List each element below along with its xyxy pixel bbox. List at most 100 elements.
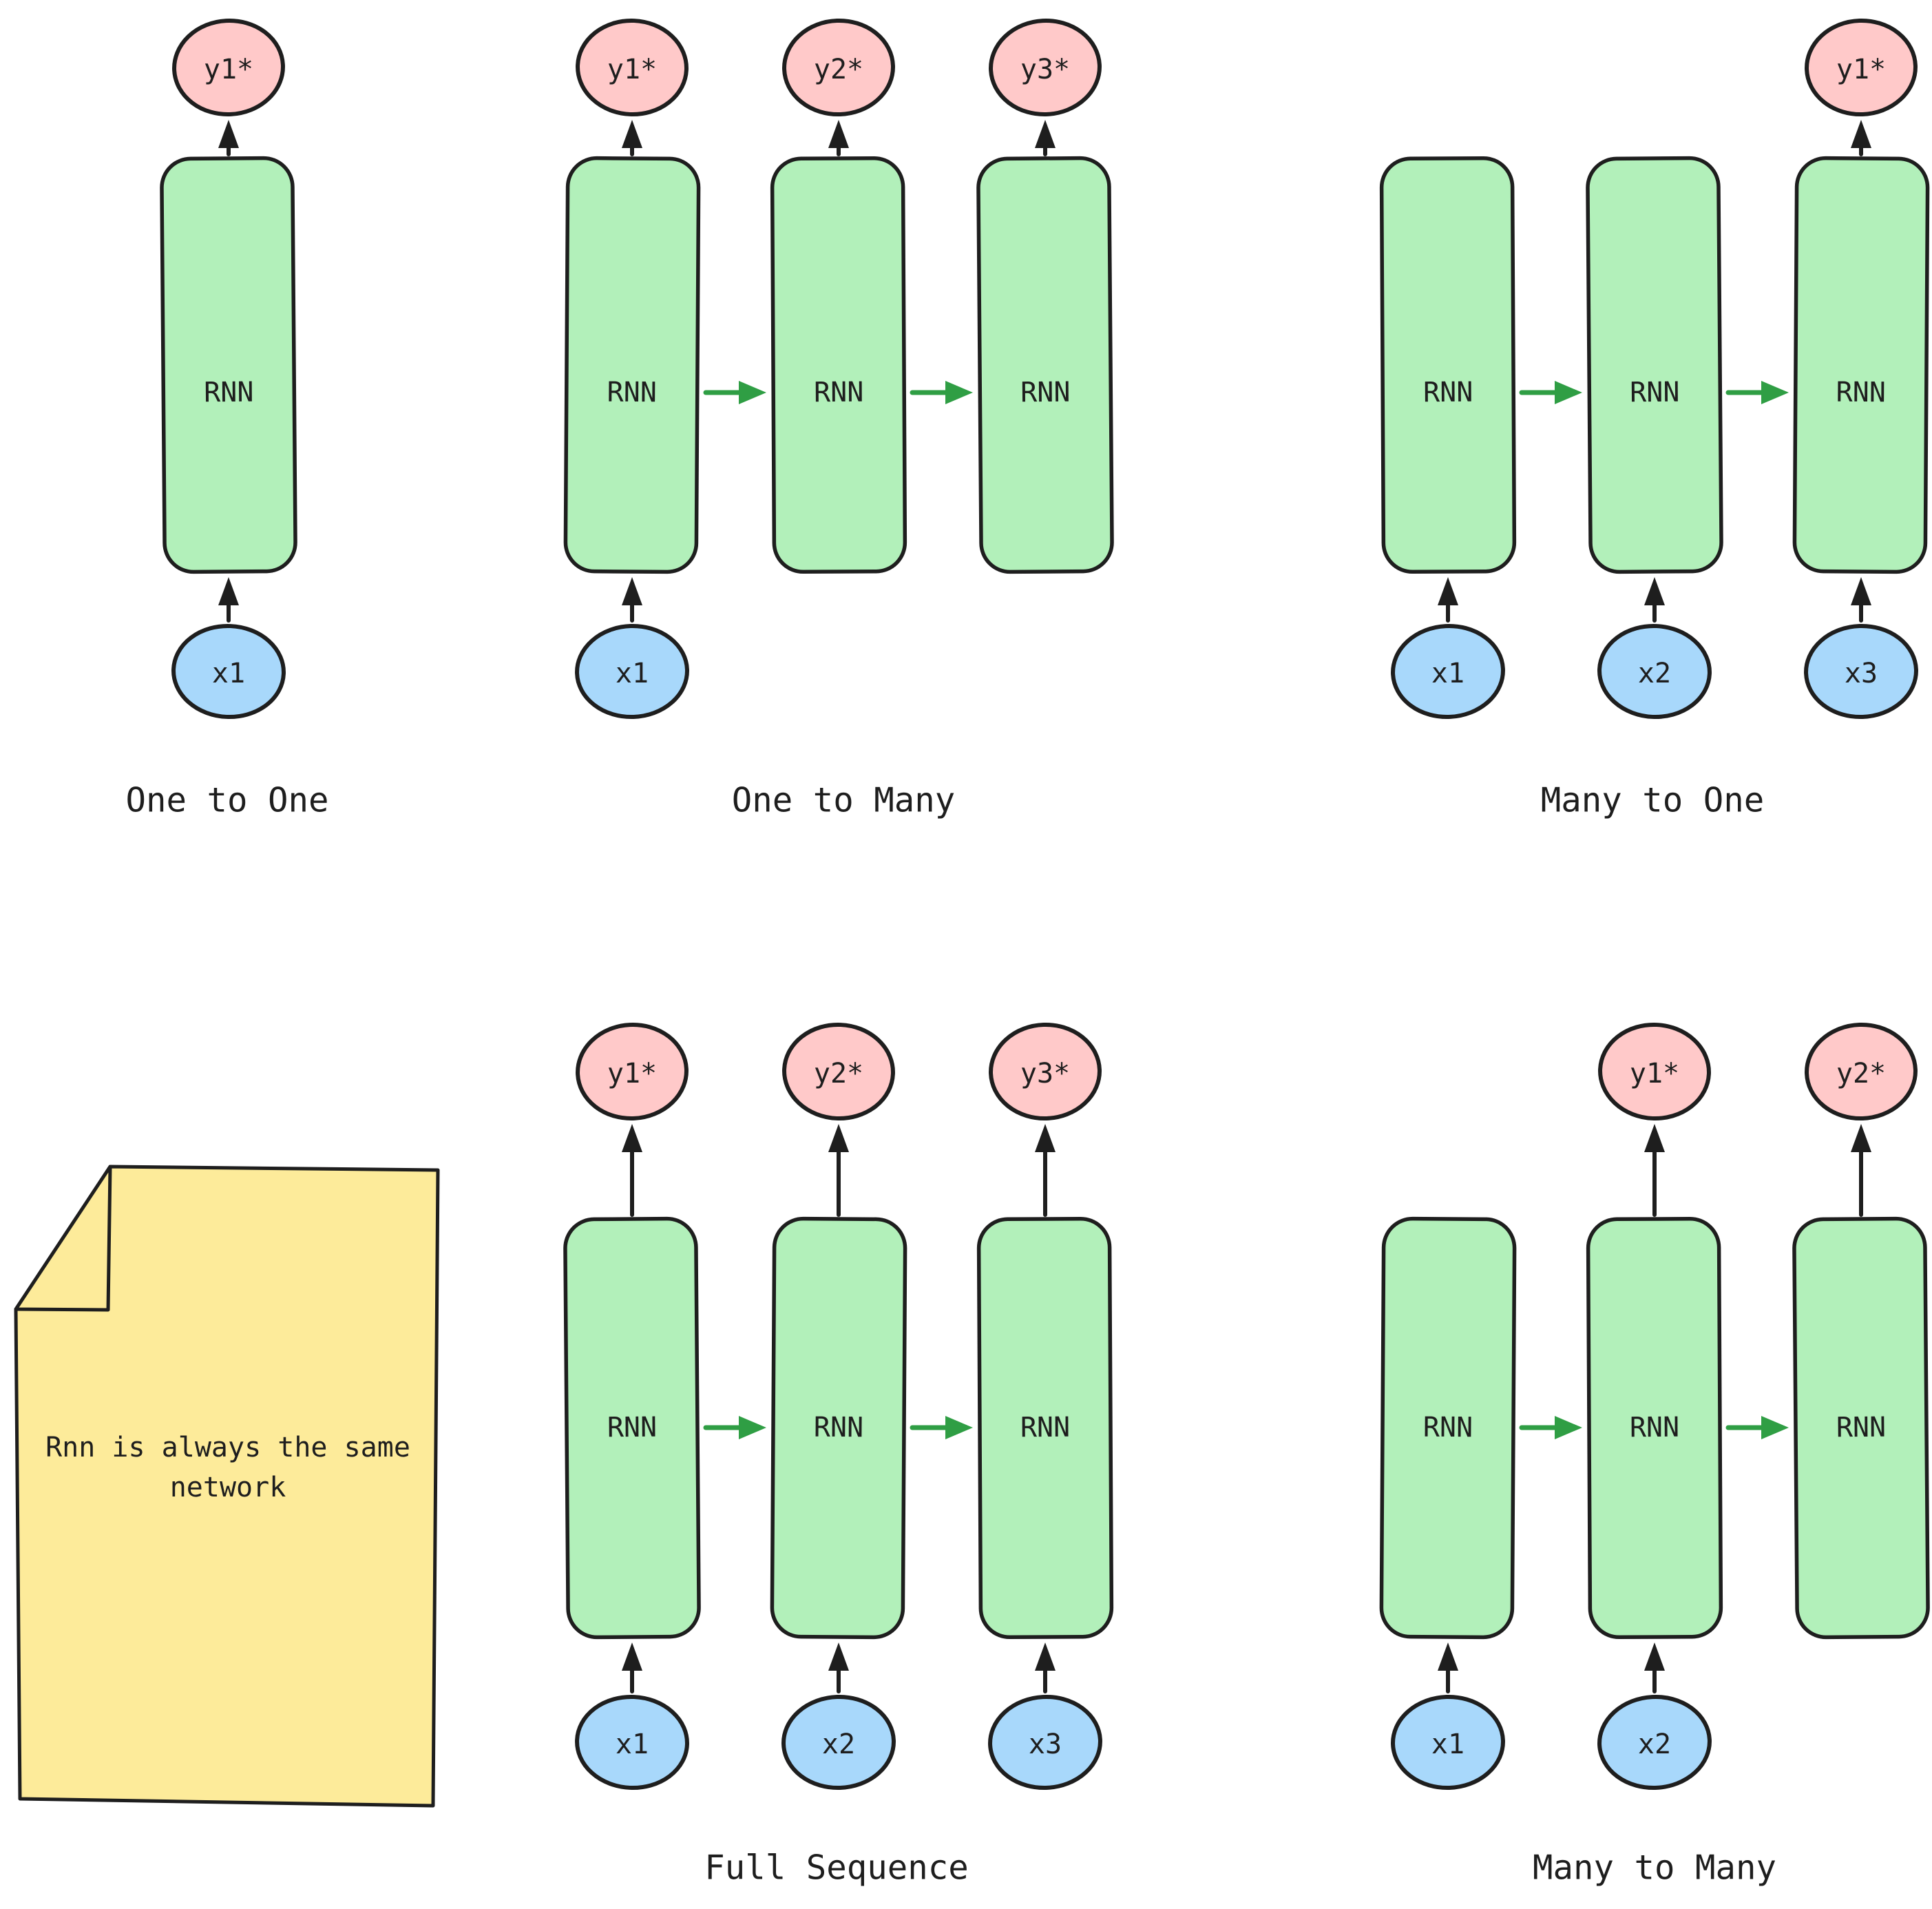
rnn-box-label: RNN [1836,1412,1887,1444]
sticky-note-fold [14,1165,112,1312]
output-node-label: y1* [607,54,657,85]
rnn-box: RNN [976,1216,1114,1640]
output-node-label: y1* [204,54,253,85]
rnn-box-label: RNN [814,1412,864,1443]
rnn-box-label: RNN [1630,377,1680,409]
output-arrow [828,1124,849,1217]
input-arrow [1644,577,1665,623]
input-node-label: x1 [616,658,649,689]
flow-arrow [1725,1416,1789,1439]
rnn-box: RNN [976,156,1114,574]
input-node: x3 [1804,623,1918,720]
section-label: Full Sequence [704,1848,969,1888]
output-arrow [622,120,642,156]
rnn-box-label: RNN [204,377,254,409]
input-arrow [1644,1642,1665,1693]
output-node: y2* [782,1022,895,1121]
output-node: y2* [782,18,895,117]
input-node: x1 [575,1694,689,1791]
section-one-to-many: RNN RNN RNN y1* y2* y3* x1 One to Many [563,18,1114,820]
input-node: x2 [1597,1694,1712,1791]
input-node-label: x3 [1029,1729,1062,1760]
output-arrow [1851,120,1871,156]
input-arrow [1035,1642,1056,1693]
output-node-label: y1* [607,1058,657,1089]
section-label: Many to Many [1533,1848,1776,1888]
output-arrow [622,1124,642,1217]
flow-arrow [910,381,973,404]
sticky-note-text-line: Rnn is always the same [45,1432,410,1463]
rnn-box-label: RNN [1020,377,1071,409]
rnn-box: RNN [563,156,701,574]
input-node: x1 [171,623,286,720]
rnn-box-label: RNN [1836,377,1886,408]
flow-arrow [1519,381,1582,404]
rnn-box: RNN [1792,1216,1930,1640]
output-node: y1* [172,18,285,117]
input-node-label: x2 [1638,1729,1671,1760]
rnn-box-label: RNN [1423,377,1473,408]
section-label: Many to One [1541,781,1765,820]
output-arrow [218,120,239,156]
rnn-box: RNN [1379,1216,1517,1640]
output-node-label: y1* [1630,1058,1679,1089]
input-arrow [218,577,239,623]
input-arrow [622,1642,642,1693]
rnn-box-label: RNN [607,377,657,408]
output-arrow [1644,1124,1665,1217]
output-arrow [828,120,849,156]
sticky-note: Rnn is always the same network [14,1165,440,1808]
sticky-note-text-line: network [170,1472,286,1503]
output-node: y1* [576,1022,689,1121]
output-node-label: y2* [814,54,863,85]
output-node: y1* [1598,1022,1711,1121]
rnn-box: RNN [770,1216,907,1640]
input-node-label: x1 [1431,658,1464,689]
input-arrow [1851,577,1871,623]
rnn-box: RNN [770,156,907,574]
output-node-label: y1* [1836,54,1886,85]
output-node-label: y3* [1020,54,1070,85]
input-node: x2 [1597,623,1712,720]
input-arrow [1438,1642,1458,1693]
rnn-box: RNN [1586,1216,1723,1640]
output-node: y3* [989,18,1102,117]
rnn-box: RNN [1586,156,1723,574]
input-arrow [1438,577,1458,623]
input-node-label: x3 [1845,658,1878,689]
rnn-box: RNN [563,1216,701,1640]
input-node: x1 [1391,623,1505,720]
flow-arrow [703,381,766,404]
input-node: x3 [988,1694,1102,1791]
flow-arrow [910,1416,973,1439]
output-node: y1* [576,18,689,117]
input-node: x1 [575,623,689,720]
input-node: x2 [781,1694,896,1791]
output-arrow [1035,1124,1056,1217]
output-node: y2* [1805,1022,1918,1121]
flow-arrow [1519,1416,1582,1439]
output-node: y1* [1805,18,1918,117]
output-arrow [1851,1124,1871,1217]
section-label: One to Many [732,781,956,820]
rnn-box-label: RNN [814,377,863,408]
output-arrow [1035,120,1056,156]
input-node-label: x1 [212,658,245,689]
section-many-to-many: RNN RNN RNN y1* y2* x1 x2 Many to Many [1379,1022,1930,1888]
input-node-label: x1 [616,1729,649,1760]
rnn-box-label: RNN [1630,1412,1679,1443]
output-node-label: y2* [814,1058,863,1089]
rnn-box: RNN [160,156,297,574]
rnn-box: RNN [1379,156,1517,574]
rnn-box-label: RNN [607,1412,658,1444]
section-many-to-one: RNN RNN RNN y1* x1 x2 x3 Many to One [1379,18,1930,820]
section-label: One to One [125,781,328,820]
output-node-label: y2* [1836,1058,1886,1089]
rnn-box-label: RNN [1020,1412,1070,1443]
input-node-label: x2 [822,1729,855,1760]
flow-arrow [1725,381,1789,404]
input-node: x1 [1391,1694,1505,1791]
section-full-sequence: RNN RNN RNN y1* y2* y3* x1 x2 x3 Full Sequence [563,1022,1114,1888]
rnn-box-label: RNN [1423,1412,1473,1443]
input-arrow [622,577,642,623]
